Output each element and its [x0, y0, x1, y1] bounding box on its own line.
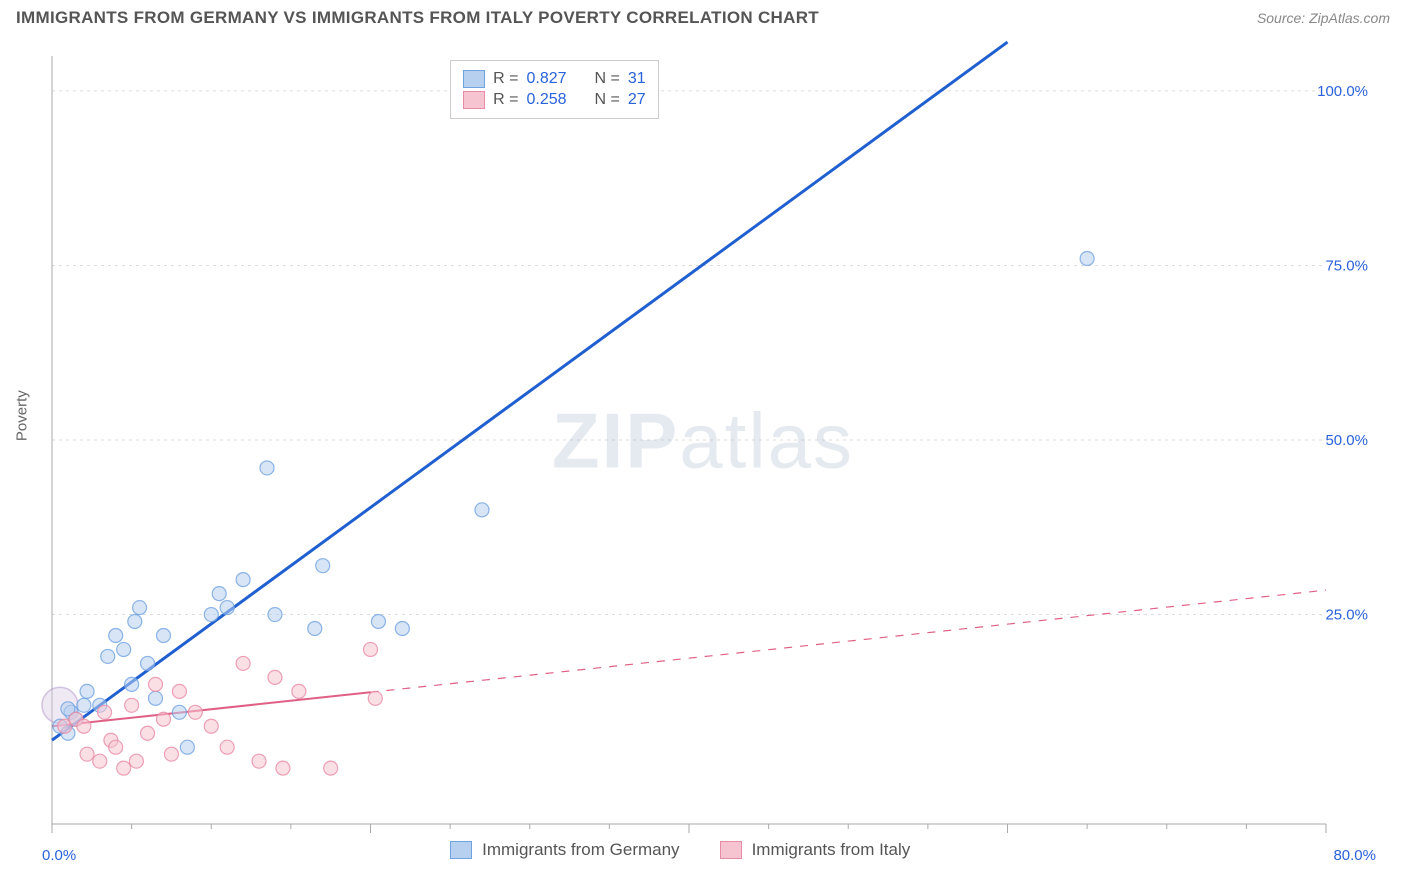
source-prefix: Source:: [1257, 10, 1309, 26]
legend-item: Immigrants from Germany: [450, 840, 679, 860]
legend-item: Immigrants from Italy: [720, 840, 911, 860]
n-label: N =: [595, 70, 620, 88]
y-tick-label: 25.0%: [1325, 607, 1368, 624]
n-value: 31: [628, 70, 646, 88]
x-tick-label: 0.0%: [42, 847, 76, 864]
legend-swatch: [463, 91, 485, 109]
scatter-plot: 0.0% 80.0% 25.0% 50.0% 75.0% 100.0%: [16, 40, 1390, 876]
y-axis-label: Poverty: [14, 390, 31, 441]
y-tick-label: 50.0%: [1325, 432, 1368, 449]
legend-swatch: [450, 841, 472, 859]
series-legend: Immigrants from Germany Immigrants from I…: [450, 840, 910, 860]
source-attribution: Source: ZipAtlas.com: [1257, 10, 1390, 26]
legend-label: Immigrants from Italy: [752, 840, 911, 860]
chart-header: IMMIGRANTS FROM GERMANY VS IMMIGRANTS FR…: [0, 0, 1406, 32]
stats-legend-row: R = 0.827 N = 31: [463, 70, 646, 88]
n-label: N =: [595, 91, 620, 109]
stats-legend: R = 0.827 N = 31 R = 0.258 N = 27: [450, 60, 659, 119]
r-label: R =: [493, 70, 518, 88]
legend-label: Immigrants from Germany: [482, 840, 679, 860]
legend-swatch: [463, 70, 485, 88]
n-value: 27: [628, 91, 646, 109]
r-value: 0.258: [526, 91, 566, 109]
y-tick-label: 75.0%: [1325, 257, 1368, 274]
x-tick-label: 80.0%: [1333, 847, 1376, 864]
chart-title: IMMIGRANTS FROM GERMANY VS IMMIGRANTS FR…: [16, 8, 819, 28]
r-value: 0.827: [526, 70, 566, 88]
stats-legend-row: R = 0.258 N = 27: [463, 91, 646, 109]
legend-swatch: [720, 841, 742, 859]
r-label: R =: [493, 91, 518, 109]
y-tick-label: 100.0%: [1317, 83, 1368, 100]
chart-container: Poverty 0.0%80.0%25.0%50.0%75.0%100.0% Z…: [16, 40, 1390, 876]
source-name: ZipAtlas.com: [1309, 10, 1390, 26]
